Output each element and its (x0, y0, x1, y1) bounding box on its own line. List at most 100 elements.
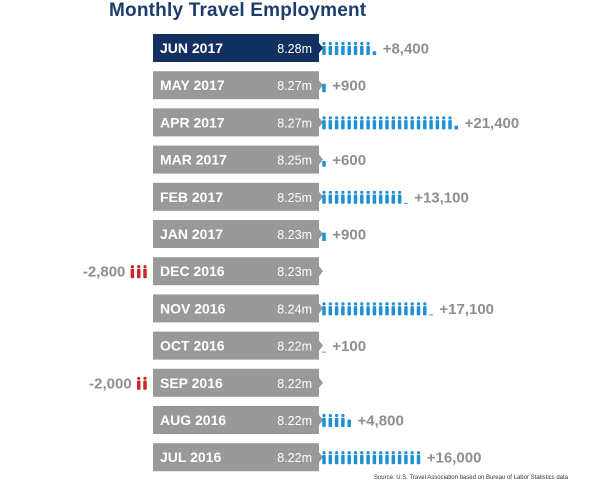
person-icons (322, 451, 421, 465)
person-icon (397, 116, 402, 130)
person-icon (448, 116, 452, 130)
bar-pointer (319, 452, 323, 463)
person-icon (385, 451, 389, 465)
partial-person-icon (404, 202, 408, 204)
person-icon (366, 41, 370, 55)
bar-pointer (319, 191, 323, 202)
person-icon (423, 116, 427, 130)
person-icon (397, 302, 402, 316)
person-icons (322, 413, 351, 427)
person-icon (353, 190, 358, 204)
employment-value: 8.23m (277, 265, 312, 279)
partial-person-icon (322, 83, 326, 93)
person-icon (328, 116, 333, 130)
bar-row: SEP 2016 8.22m -2,000 (89, 368, 323, 397)
bar (153, 220, 319, 248)
bar-pointer (319, 415, 323, 425)
partial-person-icon (322, 161, 326, 167)
month-label: NOV 2016 (160, 300, 226, 316)
person-icon (334, 190, 339, 204)
person-icon (360, 41, 364, 55)
bar-row: APR 2017 8.27m +21,400 (153, 108, 519, 137)
bar-pointer (319, 229, 323, 239)
change-label: +13,100 (414, 189, 469, 206)
person-icon (130, 265, 135, 279)
person-icon (360, 116, 364, 130)
month-label: JAN 2017 (160, 226, 223, 242)
bar-pointer (319, 154, 323, 165)
change-label: +16,000 (427, 450, 482, 467)
person-icon (322, 302, 326, 316)
person-icon (334, 451, 339, 465)
person-icon (372, 116, 377, 130)
month-label: JUN 2017 (160, 40, 223, 56)
person-icon (353, 116, 358, 130)
bar-pointer (319, 377, 323, 388)
person-icon (378, 451, 383, 465)
employment-value: 8.22m (277, 340, 312, 354)
bar (153, 182, 319, 211)
person-icon (353, 41, 358, 55)
person-icons (322, 190, 408, 204)
partial-person-icon (429, 314, 433, 316)
change-label: +8,400 (383, 41, 429, 58)
bar-row: OCT 2016 8.22m +100 (153, 331, 366, 360)
bar (153, 443, 319, 472)
source-note: Source: U.S. Travel Association based on… (373, 475, 568, 481)
bar (153, 257, 319, 286)
person-icon (410, 302, 414, 316)
bar (153, 368, 319, 397)
person-icon (341, 302, 345, 316)
bar (153, 294, 319, 323)
employment-value: 8.22m (277, 451, 312, 465)
person-icon (423, 302, 427, 316)
change-label: -2,800 (83, 264, 126, 281)
bar (153, 34, 319, 62)
month-label: SEP 2016 (160, 375, 223, 391)
bar-row: FEB 2017 8.25m +13,100 (153, 182, 469, 211)
person-icon (404, 116, 408, 130)
bar-row: JUL 2016 8.22m +16,000 (153, 443, 482, 472)
person-icon (328, 190, 333, 204)
change-label: +4,800 (358, 413, 404, 430)
change-label: +900 (332, 78, 366, 95)
person-icon (136, 265, 141, 279)
person-icon (372, 190, 377, 204)
month-label: JUL 2016 (160, 449, 221, 465)
person-icons (322, 116, 459, 130)
person-icon (416, 116, 421, 130)
person-icon (360, 302, 364, 316)
person-icon (366, 190, 370, 204)
person-icon (385, 190, 389, 204)
partial-person-icon (322, 351, 326, 353)
person-icon (347, 116, 351, 130)
person-icon (353, 302, 358, 316)
person-icon (366, 451, 370, 465)
person-icon (322, 190, 326, 204)
person-icon (360, 190, 364, 204)
person-icon (328, 302, 333, 316)
person-icon (378, 116, 383, 130)
person-icon (322, 413, 326, 427)
employment-value: 8.27m (277, 79, 312, 93)
person-icon (322, 41, 326, 55)
person-icon (347, 190, 351, 204)
person-icon (366, 302, 370, 316)
person-icons (322, 302, 433, 316)
person-icon (341, 451, 345, 465)
person-icon (385, 116, 389, 130)
person-icon (347, 41, 351, 55)
person-icon (404, 451, 408, 465)
employment-value: 8.23m (277, 228, 312, 242)
person-icon (328, 413, 333, 427)
partial-person-icon (372, 51, 377, 55)
bar-pointer (319, 340, 323, 351)
month-label: DEC 2016 (160, 263, 225, 279)
bar-row: DEC 2016 8.23m -2,800 (83, 257, 323, 286)
person-icon (410, 116, 414, 130)
person-icons (322, 83, 326, 93)
person-icon (391, 451, 396, 465)
person-icon (328, 451, 333, 465)
bar-row: MAR 2017 8.25m +600 (153, 145, 366, 174)
change-label: +17,100 (439, 301, 494, 318)
